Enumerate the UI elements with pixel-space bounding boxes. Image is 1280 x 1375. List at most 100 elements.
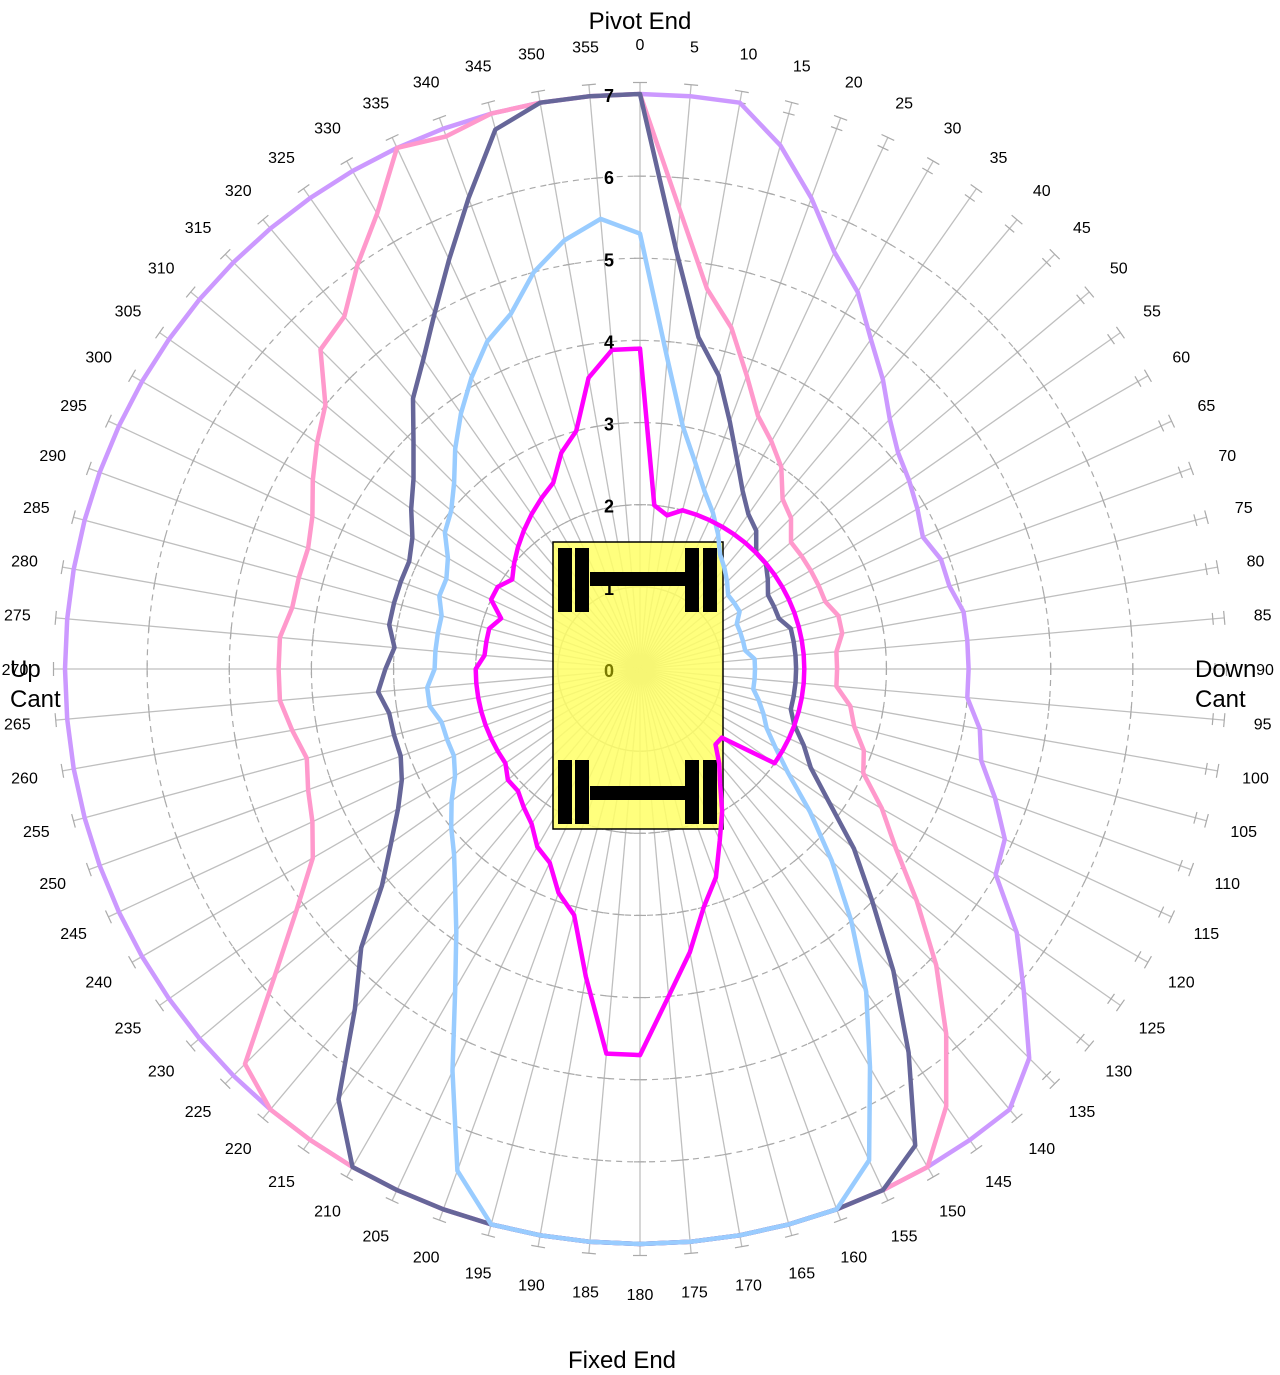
spoke-end-tick	[1011, 1113, 1023, 1124]
spoke-end-tick	[155, 999, 165, 1012]
spoke-end-tick	[128, 369, 137, 383]
spoke-tick	[562, 262, 575, 267]
spoke-tick	[258, 347, 267, 358]
spoke-tick	[1041, 1070, 1052, 1081]
angle-label-70: 70	[1218, 448, 1236, 465]
spoke-tick	[413, 767, 420, 779]
spoke-end-tick	[531, 89, 546, 94]
series-line-4	[424, 216, 873, 1247]
angle-label-115: 115	[1194, 926, 1220, 943]
spoke-tick	[366, 852, 375, 863]
spoke-tick	[393, 684, 396, 697]
spoke-tick	[402, 431, 413, 442]
spoke-end-tick	[1115, 326, 1125, 339]
spoke-end-tick	[734, 89, 749, 94]
spoke-tick	[1023, 522, 1029, 535]
spoke-tick	[899, 350, 909, 359]
spoke-tick	[519, 548, 529, 558]
left-label-line1: Up	[10, 656, 41, 683]
spoke-tick	[793, 853, 804, 863]
spoke-tick	[961, 720, 966, 733]
spoke-tick	[837, 522, 846, 533]
spoke-end-tick	[1188, 461, 1195, 476]
spoke-end-tick	[128, 955, 137, 969]
spoke-end-tick	[581, 1252, 596, 1255]
spoke-tick	[917, 1068, 928, 1077]
spoke-tick	[233, 591, 238, 604]
spoke-end-tick	[385, 1197, 399, 1205]
spoke-tick	[738, 442, 750, 449]
spoke-tick	[591, 910, 604, 914]
spoke-end-tick	[71, 813, 76, 828]
angle-label-55: 55	[1143, 304, 1161, 321]
spoke-tick	[842, 219, 854, 226]
angle-label-35: 35	[990, 150, 1008, 167]
spoke-tick	[955, 578, 960, 590]
spoke-tick	[1013, 980, 1022, 991]
spoke-tick	[461, 490, 471, 500]
spoke-280	[62, 566, 641, 670]
spoke-tick	[405, 578, 412, 591]
spoke-end-tick	[1011, 214, 1023, 225]
angle-label-245: 245	[60, 926, 87, 943]
spoke-tick	[880, 238, 892, 246]
angle-label-50: 50	[1110, 260, 1128, 277]
spoke-290	[88, 467, 641, 670]
spoke-tick	[1100, 831, 1106, 844]
spoke-tick	[591, 1158, 604, 1162]
spoke-tick	[570, 904, 583, 910]
angle-label-305: 305	[115, 304, 142, 321]
spoke-tick	[1204, 762, 1208, 775]
left-label-line2: Cant	[10, 686, 61, 713]
spoke-tick	[495, 963, 507, 970]
spoke-tick	[662, 505, 675, 509]
spoke-tick	[823, 934, 834, 943]
spoke-tick	[619, 831, 632, 834]
angle-label-85: 85	[1254, 608, 1272, 625]
spoke-tick	[351, 827, 359, 839]
spoke-tick	[413, 559, 420, 571]
spoke-tick	[761, 1142, 774, 1148]
spoke-tick	[881, 705, 885, 718]
spoke-tick	[251, 803, 257, 816]
spoke-tick	[479, 620, 484, 633]
spoke-tick	[320, 578, 325, 590]
spoke-tick	[1211, 612, 1214, 625]
spoke-tick	[352, 1068, 363, 1077]
spoke-tick	[540, 530, 552, 539]
spoke-tick	[161, 535, 167, 548]
spoke-end-tick	[60, 763, 65, 778]
right-label-down-cant: Down Cant	[1195, 655, 1275, 715]
spoke-tick	[241, 769, 246, 782]
spoke-tick	[877, 144, 889, 151]
spoke-tick	[1042, 734, 1047, 747]
spoke-tick	[423, 412, 434, 422]
angle-label-25: 25	[895, 96, 913, 113]
spoke-end-tick	[1168, 910, 1176, 924]
spoke-65	[639, 420, 1172, 670]
spoke-tick	[1134, 376, 1142, 387]
angle-label-0: 0	[636, 37, 645, 54]
spoke-tick	[691, 990, 704, 995]
spoke-tick	[1113, 535, 1119, 548]
spoke-tick	[1039, 381, 1048, 392]
spoke-tick	[299, 428, 308, 439]
spoke-110	[639, 668, 1192, 871]
spoke-end-tick	[340, 1172, 354, 1181]
spoke-tick	[399, 328, 410, 337]
angle-label-65: 65	[1198, 398, 1216, 415]
spoke-end-tick	[85, 862, 92, 877]
angle-label-220: 220	[225, 1141, 252, 1158]
spoke-end-tick	[684, 1252, 699, 1255]
spoke-tick	[875, 599, 881, 612]
spoke-265	[55, 668, 641, 721]
angle-label-160: 160	[840, 1249, 867, 1266]
spoke-tick	[697, 428, 710, 434]
spoke-tick	[983, 1012, 994, 1023]
spoke-tick	[921, 827, 929, 839]
wheel-1	[575, 548, 589, 612]
spoke-end-tick	[219, 1078, 231, 1090]
spoke-end-tick	[833, 114, 848, 121]
spoke-end-tick	[1084, 1040, 1095, 1052]
spoke-tick	[423, 916, 434, 926]
